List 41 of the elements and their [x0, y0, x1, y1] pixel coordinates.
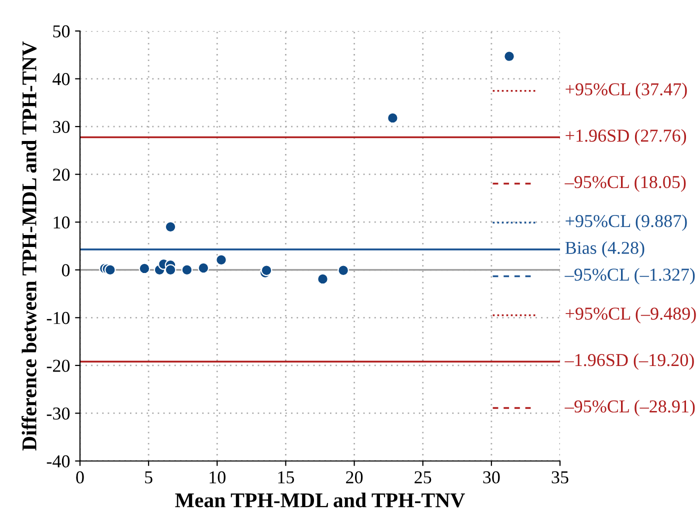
- ref-line-label: –95%CL (18.05): [564, 175, 686, 192]
- point: [260, 264, 272, 276]
- y-axis-title: Difference between TPH-MDL and TPH-TNV: [22, 41, 37, 450]
- ref-line-label: –95%CL (–1.327): [564, 268, 695, 284]
- point: [164, 221, 176, 233]
- ref-line-label: –95%CL (–28.91): [564, 400, 695, 416]
- x-tick-label: 0: [76, 471, 84, 484]
- x-tick-label: 35: [552, 471, 568, 484]
- x-axis-title: Mean TPH-MDL and TPH-TNV: [175, 492, 465, 508]
- x-tick-label: 20: [346, 471, 363, 484]
- point: [164, 264, 176, 276]
- point: [386, 112, 398, 124]
- y-tick-label: 20: [53, 168, 70, 181]
- x-tick-label: 30: [483, 471, 500, 484]
- y-tick-label: 50: [53, 25, 70, 38]
- point: [198, 262, 210, 274]
- y-tick-label: 0: [62, 264, 70, 276]
- y-tick-label: -20: [46, 360, 70, 372]
- point: [317, 273, 328, 285]
- x-tick-label: 25: [414, 471, 432, 484]
- y-tick-label: -40: [46, 455, 70, 468]
- point: [104, 264, 116, 276]
- ref-line-label: –1.96SD (–19.20): [564, 353, 694, 370]
- ref-line-label: +95%CL (9.887): [566, 214, 687, 231]
- point: [504, 50, 515, 62]
- point: [338, 264, 350, 276]
- y-tick-label: 40: [52, 73, 70, 86]
- point: [216, 254, 227, 266]
- y-tick-label: -30: [46, 407, 70, 420]
- y-tick-label: -10: [46, 312, 70, 324]
- x-tick-label: 5: [145, 471, 152, 484]
- y-tick-label: 10: [54, 216, 70, 229]
- ref-line-label: +95%CL (–9.489): [566, 307, 696, 324]
- point: [138, 262, 150, 274]
- ref-line-label: +1.96SD (27.76): [566, 129, 686, 146]
- y-tick-label: 30: [53, 120, 70, 133]
- ref-line-label: +95%CL (37.47): [566, 82, 687, 100]
- ref-line-label: Bias (4.28): [565, 241, 644, 258]
- point: [181, 264, 193, 276]
- x-tick-label: 15: [278, 471, 294, 484]
- x-tick-label: 10: [210, 471, 226, 484]
